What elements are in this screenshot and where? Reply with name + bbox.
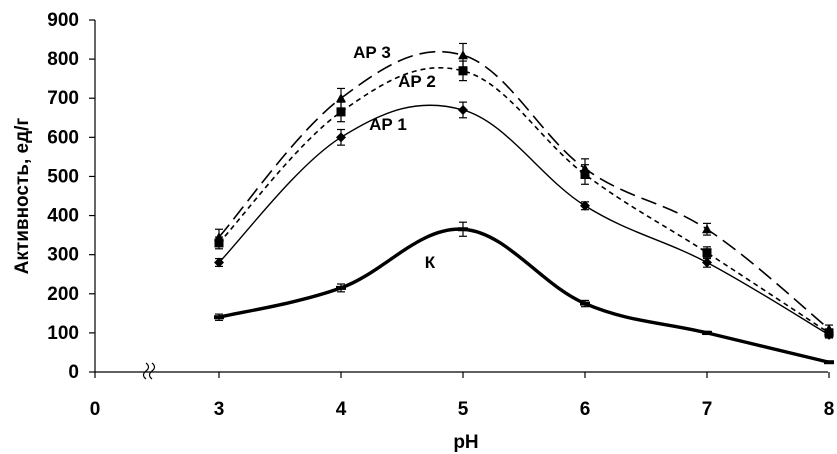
x-tick-label: 4 <box>336 399 347 420</box>
plot-area <box>214 42 834 365</box>
x-ticks: 0 3 4 5 6 7 8 <box>90 372 835 420</box>
series-line <box>218 227 830 364</box>
series-labels: АР 3 АР 2 АР 1 К <box>353 43 436 272</box>
y-tick-label: 200 <box>47 284 79 305</box>
y-axis-label: Активность, ед/г <box>12 118 33 275</box>
x-tick-label: 6 <box>580 399 591 420</box>
data-point <box>702 257 712 268</box>
y-tick-label: 800 <box>47 49 79 70</box>
axis-break-icon <box>142 362 156 380</box>
y-ticks: 0 100 200 300 400 500 600 700 800 900 <box>47 10 95 383</box>
data-point <box>214 257 224 268</box>
axes <box>94 20 828 380</box>
y-tick-label: 500 <box>47 166 79 187</box>
x-tick-label: 0 <box>90 399 101 420</box>
data-point <box>580 301 590 306</box>
data-point <box>336 107 346 117</box>
y-tick-label: 0 <box>68 362 79 383</box>
data-point <box>824 329 834 340</box>
data-point <box>824 360 834 365</box>
data-point <box>458 104 468 115</box>
series-0 <box>214 42 834 334</box>
series-line <box>218 50 830 330</box>
series-line <box>218 104 830 336</box>
data-point <box>458 50 468 60</box>
data-point <box>702 248 712 258</box>
data-point <box>702 330 712 335</box>
data-point <box>580 169 590 179</box>
y-tick-label: 900 <box>47 10 79 31</box>
data-point <box>702 224 712 234</box>
data-point <box>336 285 346 290</box>
data-point <box>336 132 346 143</box>
data-point <box>580 200 590 211</box>
y-tick-label: 400 <box>47 206 79 227</box>
series-label: К <box>425 253 436 272</box>
series-2 <box>214 101 834 340</box>
x-tick-label: 3 <box>214 399 225 420</box>
y-tick-label: 600 <box>47 127 79 148</box>
series-line <box>218 67 830 334</box>
series-label: АР 3 <box>353 43 391 62</box>
data-point <box>458 227 468 232</box>
data-point <box>214 238 224 248</box>
series-3 <box>214 221 834 365</box>
y-tick-label: 700 <box>47 88 79 109</box>
data-point <box>458 66 468 76</box>
series-label: АР 2 <box>398 72 436 91</box>
x-tick-label: 8 <box>824 399 835 420</box>
data-point <box>336 93 346 103</box>
data-point <box>214 315 224 320</box>
x-tick-label: 7 <box>702 399 713 420</box>
series-label: АР 1 <box>369 115 407 134</box>
x-tick-label: 5 <box>458 399 469 420</box>
series-1 <box>214 60 834 338</box>
y-tick-label: 300 <box>47 245 79 266</box>
y-tick-label: 100 <box>47 323 79 344</box>
x-axis-label: pH <box>453 432 478 453</box>
